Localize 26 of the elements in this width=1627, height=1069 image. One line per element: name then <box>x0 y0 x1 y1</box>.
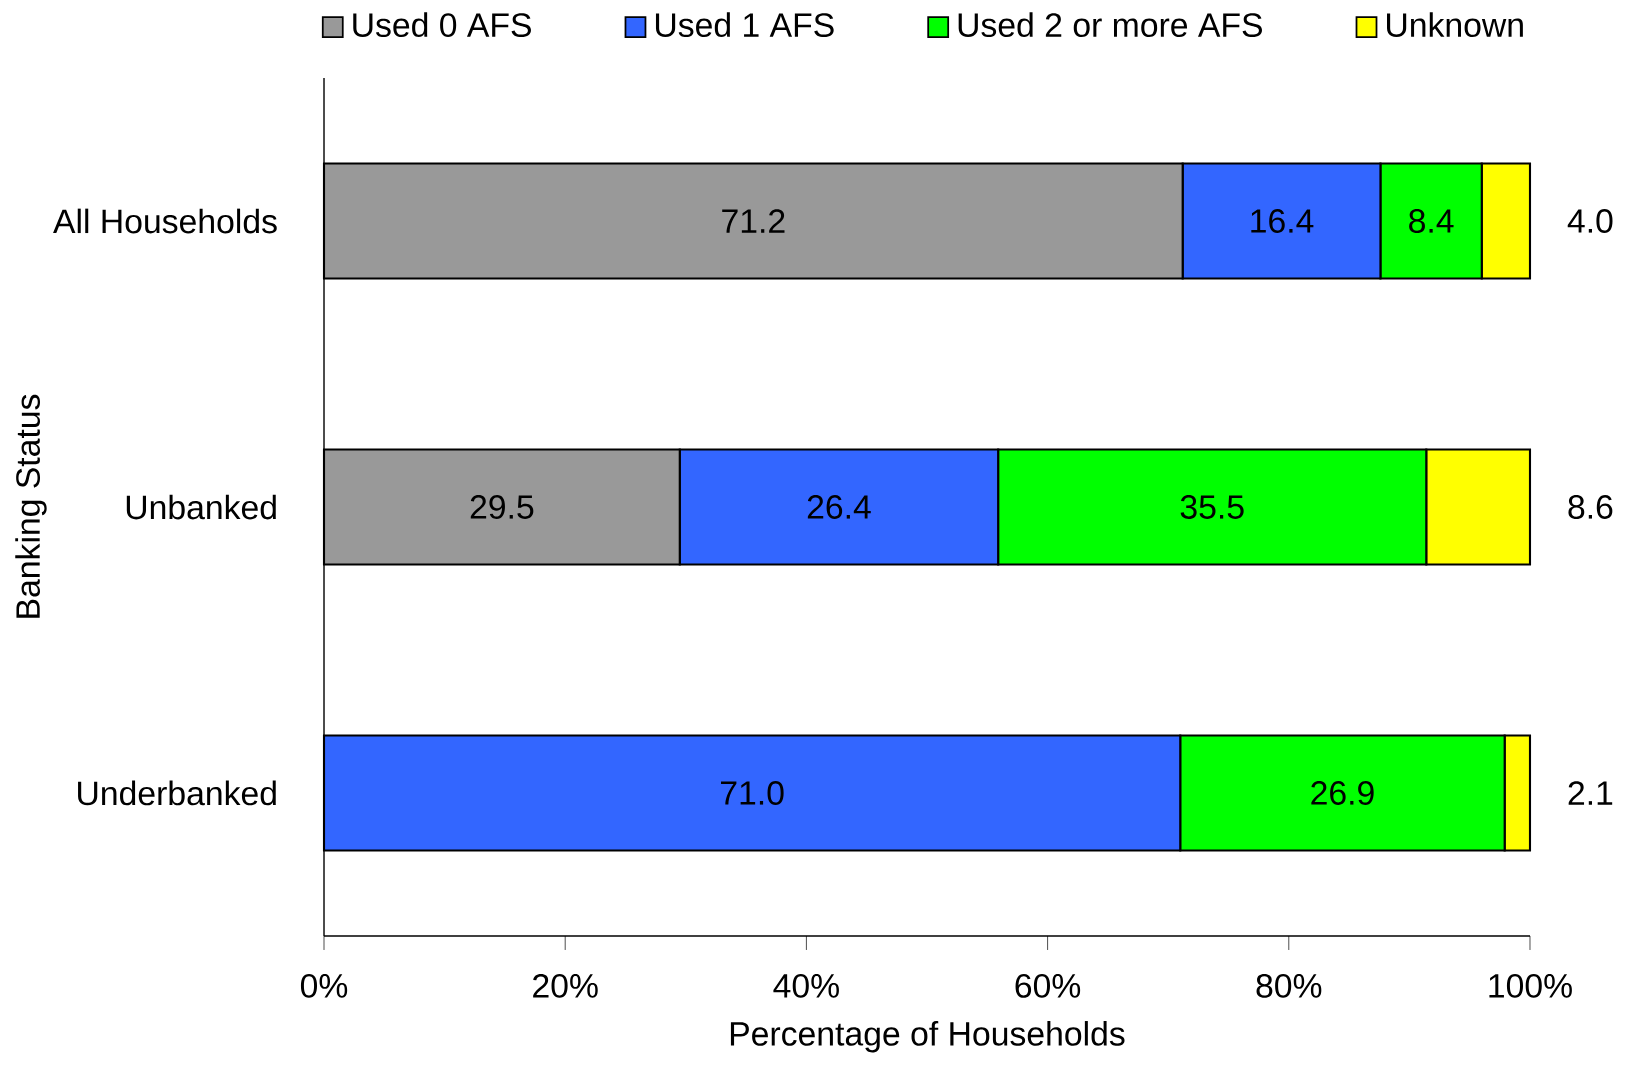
data-label: 8.4 <box>1409 209 1454 233</box>
x-tick-label: 100% <box>1489 973 1572 998</box>
legend-label: Used 0 AFS <box>353 12 531 38</box>
legend-label: Unknown <box>1387 12 1523 38</box>
x-tick-label: 40% <box>773 973 839 998</box>
y-tick-label: All Households <box>53 208 277 234</box>
data-label: 71.2 <box>722 209 785 233</box>
y-tick-label: Unbanked <box>126 494 276 520</box>
data-label: 71.0 <box>721 781 784 805</box>
data-label: 26.9 <box>1311 781 1374 805</box>
data-label: 8.6 <box>1568 495 1613 519</box>
y-tick-label: Underbanked <box>78 780 276 806</box>
x-tick-label: 80% <box>1256 973 1322 998</box>
x-tick-label: 0% <box>300 973 348 998</box>
y-axis-title: Banking Status <box>15 394 47 618</box>
data-label: 16.4 <box>1251 209 1314 233</box>
legend-label: Used 2 or more AFS <box>958 12 1262 38</box>
data-label: 2.1 <box>1568 781 1613 805</box>
data-label: 29.5 <box>470 495 534 519</box>
data-label: 35.5 <box>1180 495 1244 519</box>
x-axis-title: Percentage of Households <box>730 1021 1125 1053</box>
x-tick-label: 60% <box>1015 973 1081 998</box>
data-label: 4.0 <box>1567 209 1613 233</box>
x-tick-label: 20% <box>533 973 598 998</box>
legend-label: Used 1 AFS <box>655 12 834 38</box>
data-label: 26.4 <box>807 495 871 519</box>
